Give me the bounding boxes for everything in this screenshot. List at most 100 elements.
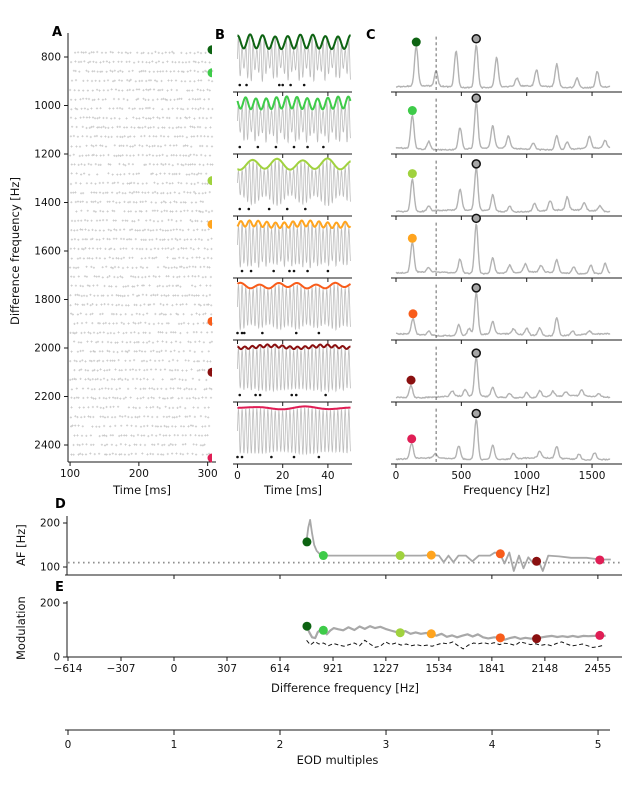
eod-multiples-axis: 0 1 2 3 4 5 — [65, 729, 610, 751]
panel-label-c: C — [366, 28, 376, 43]
modulation-dot — [495, 633, 505, 643]
svg-text:20: 20 — [276, 470, 289, 482]
svg-text:2000: 2000 — [34, 343, 61, 355]
svg-text:0: 0 — [234, 470, 241, 482]
af-peak-marker — [411, 37, 421, 47]
svg-text:0: 0 — [65, 739, 72, 751]
svg-text:200: 200 — [129, 468, 149, 480]
panel-a-plot: 800 1000 1200 1400 1600 1800 2000 2200 2400 100 20… — [34, 33, 218, 480]
spike-dot — [326, 269, 330, 273]
spike-dot — [294, 331, 298, 335]
eod-peak-marker — [471, 159, 481, 169]
spike-dot — [242, 331, 246, 335]
axis-label-d-y: AF [Hz] — [14, 524, 28, 566]
beat-envelope — [236, 281, 352, 290]
svg-text:614: 614 — [270, 663, 290, 675]
spike-dot — [278, 83, 281, 87]
af-peak-marker — [406, 375, 416, 385]
beat-envelope — [236, 95, 352, 111]
spike-dot — [245, 83, 248, 87]
modulation-dot — [395, 628, 405, 638]
spike-dot — [238, 145, 242, 149]
eod-peak-marker — [471, 283, 481, 293]
svg-text:1227: 1227 — [372, 663, 399, 675]
highlight-marker — [207, 45, 212, 55]
svg-text:1000: 1000 — [513, 470, 540, 482]
af-peak-marker — [407, 169, 417, 179]
af-dot — [395, 551, 405, 561]
svg-text:1000: 1000 — [34, 100, 61, 112]
highlight-marker — [207, 453, 212, 463]
panel-label-b: B — [215, 28, 225, 43]
axis-label-eod: EOD multiples — [296, 753, 379, 767]
spike-dot — [322, 145, 325, 149]
svg-text:1600: 1600 — [34, 246, 61, 258]
svg-text:5: 5 — [595, 739, 602, 751]
beat-envelope — [236, 33, 352, 51]
af-dot — [495, 549, 505, 559]
spike-dot — [292, 145, 296, 149]
svg-text:200: 200 — [40, 518, 60, 530]
svg-text:4: 4 — [489, 739, 496, 751]
spike-dot — [294, 393, 298, 397]
panel-label-e: E — [55, 580, 64, 595]
spike-dot — [240, 455, 244, 459]
eod-peak-marker — [471, 408, 481, 419]
axis-label-e-y: Modulation — [14, 596, 28, 660]
svg-text:1534: 1534 — [425, 663, 452, 675]
svg-text:1400: 1400 — [34, 197, 61, 209]
spike-dot — [290, 393, 294, 397]
modulation-dot — [532, 634, 542, 644]
af-dot — [532, 556, 542, 566]
af-dot — [595, 555, 605, 565]
panel-label-a: A — [52, 25, 63, 40]
spike-dot — [317, 455, 321, 459]
svg-text:100: 100 — [60, 468, 80, 480]
beat-envelope — [236, 405, 352, 411]
spike-dot — [317, 331, 321, 335]
spike-dot — [236, 455, 239, 459]
svg-text:200: 200 — [40, 598, 60, 610]
highlight-marker — [207, 367, 212, 377]
spike-dot — [267, 207, 271, 211]
spike-dot — [285, 207, 289, 211]
spike-dot — [238, 83, 242, 87]
panel-b-traces: 0 20 40 — [233, 33, 352, 482]
svg-text:1800: 1800 — [34, 294, 61, 306]
axis-label-a-y: Difference frequency [Hz] — [8, 177, 22, 325]
spike-dot — [247, 207, 251, 211]
spike-dot — [304, 207, 307, 211]
af-dot — [318, 551, 328, 561]
highlight-marker — [207, 316, 212, 326]
svg-text:1200: 1200 — [34, 149, 61, 161]
panel-c-spectra: 0 500 1000 1500 — [391, 34, 622, 482]
eod-peak-marker — [471, 93, 481, 103]
spike-dot — [306, 145, 309, 149]
spike-dot — [306, 269, 309, 273]
spike-dot — [238, 393, 242, 397]
raster-dots — [69, 50, 214, 456]
eod-peak-marker — [471, 34, 481, 44]
panel-e-modulation: 0 200 −614 −307 0 307 614 921 1227 1534 1841 2148 24… — [40, 598, 622, 675]
svg-text:0: 0 — [393, 470, 400, 482]
svg-text:−307: −307 — [107, 663, 136, 675]
spike-dot — [236, 331, 239, 335]
panel-label-d: D — [55, 497, 66, 512]
svg-text:2400: 2400 — [34, 440, 61, 452]
spike-dot — [270, 455, 273, 459]
highlight-marker — [207, 68, 212, 78]
af-peak-marker — [407, 434, 417, 444]
svg-text:0: 0 — [53, 652, 60, 664]
spike-dot — [240, 331, 244, 335]
beat-envelope — [236, 157, 352, 171]
spike-dot — [258, 393, 262, 397]
svg-text:2455: 2455 — [585, 663, 612, 675]
svg-text:3: 3 — [383, 739, 390, 751]
highlight-marker — [207, 219, 212, 229]
spike-dot — [249, 269, 253, 273]
svg-text:800: 800 — [41, 52, 61, 64]
af-peak-marker — [407, 106, 417, 116]
svg-text:100: 100 — [40, 562, 60, 574]
